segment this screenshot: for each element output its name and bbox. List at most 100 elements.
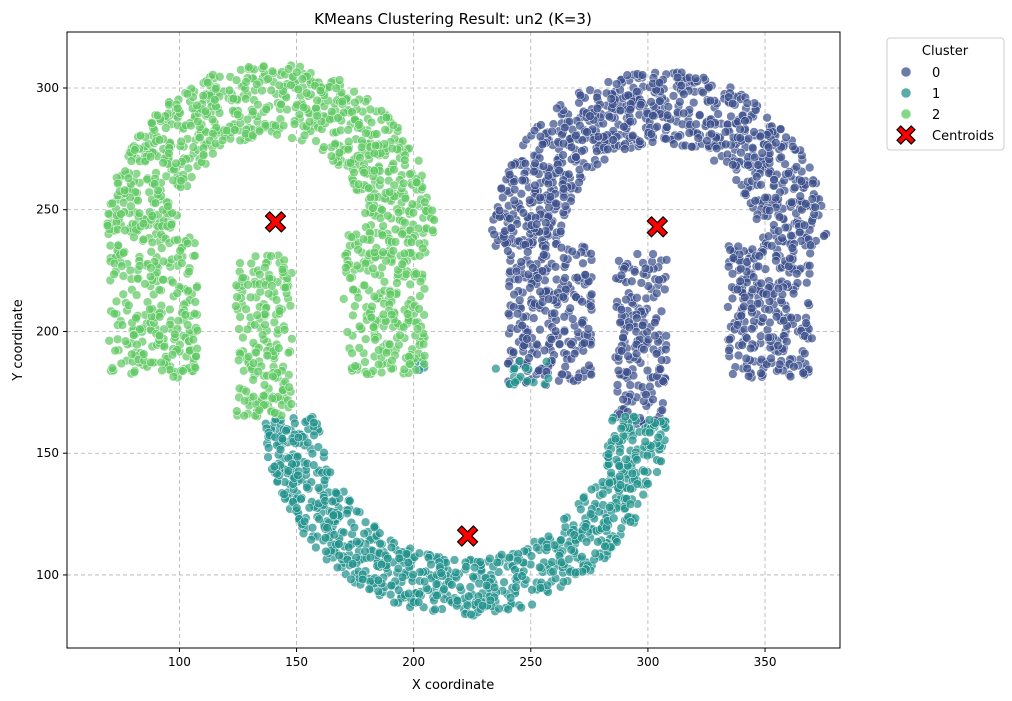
cluster-1-point bbox=[615, 447, 625, 457]
cluster-0-point bbox=[805, 162, 815, 173]
cluster-2-point bbox=[190, 297, 200, 307]
cluster-1-point bbox=[306, 534, 316, 545]
cluster-0-point bbox=[724, 345, 734, 356]
cluster-2-point bbox=[312, 111, 322, 121]
cluster-0-point bbox=[566, 339, 576, 349]
cluster-2-point bbox=[268, 371, 278, 382]
cluster-1-point bbox=[279, 489, 289, 499]
cluster-0-point bbox=[662, 122, 672, 132]
cluster-0-point bbox=[652, 288, 662, 298]
legend-title: Cluster bbox=[922, 44, 969, 59]
cluster-2-point bbox=[241, 304, 251, 314]
cluster-1-point bbox=[625, 517, 636, 527]
cluster-0-point bbox=[577, 135, 587, 145]
cluster-0-point bbox=[800, 348, 810, 359]
cluster-1-point bbox=[590, 548, 600, 558]
cluster-2-point bbox=[195, 132, 205, 143]
legend-label: 1 bbox=[932, 87, 940, 102]
cluster-2-point bbox=[164, 148, 174, 159]
cluster-0-point bbox=[795, 227, 805, 238]
cluster-0-point bbox=[621, 294, 631, 305]
cluster-0-point bbox=[732, 284, 743, 295]
cluster-2-point bbox=[259, 380, 270, 390]
cluster-0-point bbox=[720, 127, 731, 137]
cluster-2-point bbox=[109, 269, 119, 279]
cluster-2-point bbox=[248, 391, 259, 402]
cluster-2-point bbox=[370, 335, 380, 345]
cluster-2-point bbox=[381, 348, 392, 358]
cluster-0-point bbox=[668, 91, 679, 101]
cluster-2-point bbox=[287, 133, 297, 143]
cluster-0-point bbox=[503, 246, 513, 256]
cluster-0-point bbox=[790, 182, 800, 193]
cluster-0-point bbox=[506, 160, 517, 170]
cluster-2-point bbox=[107, 363, 117, 373]
cluster-0-point bbox=[537, 266, 548, 276]
cluster-1-point bbox=[642, 450, 653, 461]
cluster-1-point bbox=[277, 434, 288, 444]
cluster-1-point bbox=[639, 466, 650, 477]
cluster-1-point bbox=[352, 536, 362, 547]
cluster-0-point bbox=[648, 249, 658, 259]
cluster-1-point bbox=[393, 563, 403, 574]
cluster-2-point bbox=[326, 151, 337, 161]
cluster-2-point bbox=[168, 175, 178, 186]
cluster-2-point bbox=[368, 263, 378, 274]
cluster-0-point bbox=[792, 278, 803, 288]
cluster-0-point bbox=[726, 111, 736, 122]
cluster-1-point bbox=[462, 600, 472, 610]
cluster-2-point bbox=[259, 61, 269, 71]
cluster-2-point bbox=[357, 142, 367, 152]
cluster-0-point bbox=[775, 359, 785, 369]
cluster-2-point bbox=[254, 126, 265, 136]
cluster-2-point bbox=[118, 271, 129, 281]
cluster-0-point bbox=[801, 318, 811, 328]
cluster-2-point bbox=[129, 367, 139, 377]
cluster-1-point bbox=[491, 364, 501, 374]
cluster-1-point bbox=[509, 363, 520, 374]
cluster-1-point bbox=[464, 591, 474, 601]
cluster-2-point bbox=[275, 306, 285, 316]
cluster-1-point bbox=[625, 484, 636, 494]
cluster-2-point bbox=[385, 289, 395, 299]
cluster-1-point bbox=[514, 356, 525, 366]
cluster-1-point bbox=[419, 576, 430, 587]
cluster-1-point bbox=[298, 528, 309, 539]
cluster-2-point bbox=[103, 209, 114, 219]
cluster-0-point bbox=[538, 161, 549, 171]
cluster-2-point bbox=[230, 125, 240, 135]
cluster-0-point bbox=[523, 269, 534, 280]
cluster-1-point bbox=[292, 503, 302, 513]
cluster-1-point bbox=[466, 609, 476, 620]
cluster-2-point bbox=[129, 232, 139, 242]
cluster-2-point bbox=[105, 240, 116, 251]
cluster-0-point bbox=[577, 146, 587, 156]
cluster-1-point bbox=[620, 412, 630, 422]
cluster-2-point bbox=[289, 119, 300, 129]
cluster-1-point bbox=[264, 443, 274, 453]
cluster-2-point bbox=[119, 185, 130, 195]
cluster-2-point bbox=[161, 123, 171, 133]
cluster-1-point bbox=[585, 509, 596, 519]
cluster-1-point bbox=[358, 574, 368, 585]
cluster-1-point bbox=[615, 480, 626, 490]
cluster-1-point bbox=[299, 516, 310, 527]
cluster-0-point bbox=[584, 360, 594, 371]
cluster-1-point bbox=[638, 489, 648, 500]
cluster-1-point bbox=[309, 417, 319, 428]
cluster-2-point bbox=[354, 321, 365, 331]
cluster-2-point bbox=[190, 309, 200, 319]
cluster-0-point bbox=[740, 116, 750, 126]
cluster-0-point bbox=[586, 369, 596, 380]
cluster-0-point bbox=[545, 192, 556, 202]
cluster-0-point bbox=[648, 110, 658, 121]
cluster-2-point bbox=[330, 139, 340, 149]
cluster-0-point bbox=[556, 226, 566, 237]
cluster-2-point bbox=[380, 125, 390, 135]
cluster-0-point bbox=[693, 133, 703, 143]
cluster-2-point bbox=[123, 173, 134, 183]
cluster-0-point bbox=[727, 293, 738, 304]
cluster-2-point bbox=[112, 334, 123, 344]
x-tick-label: 200 bbox=[402, 655, 425, 669]
cluster-2-point bbox=[188, 334, 198, 345]
